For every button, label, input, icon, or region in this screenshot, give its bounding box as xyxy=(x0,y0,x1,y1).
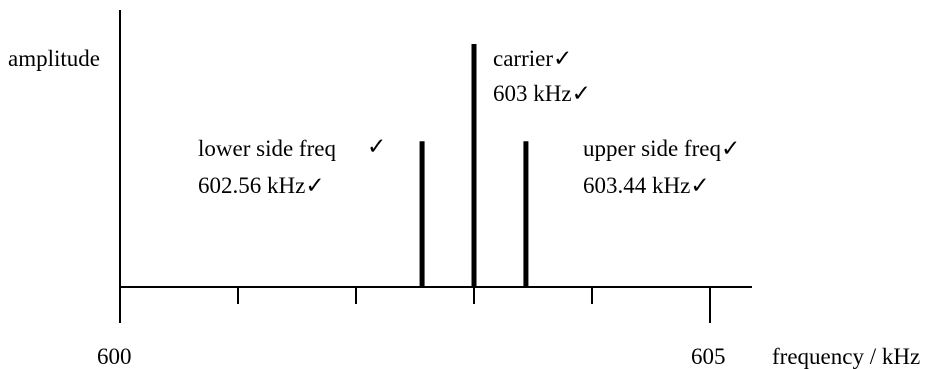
carrier-label: carrier✓ xyxy=(493,46,573,71)
lower-side-freq-label: lower side freq xyxy=(198,136,336,161)
lower-side-freq-value: 602.56 kHz✓ xyxy=(198,173,325,198)
upper-side-freq-label: upper side freq✓ xyxy=(583,136,741,161)
carrier-value: 603 kHz✓ xyxy=(493,81,591,106)
upper-side-freq-value: 603.44 kHz✓ xyxy=(583,173,710,198)
x-tick-label-605: 605 xyxy=(691,344,726,369)
x-axis-label: frequency / kHz xyxy=(772,344,921,369)
y-axis-label: amplitude xyxy=(8,46,100,71)
x-tick-label-600: 600 xyxy=(97,344,132,369)
lower-side-freq-check: ✓ xyxy=(367,134,387,159)
